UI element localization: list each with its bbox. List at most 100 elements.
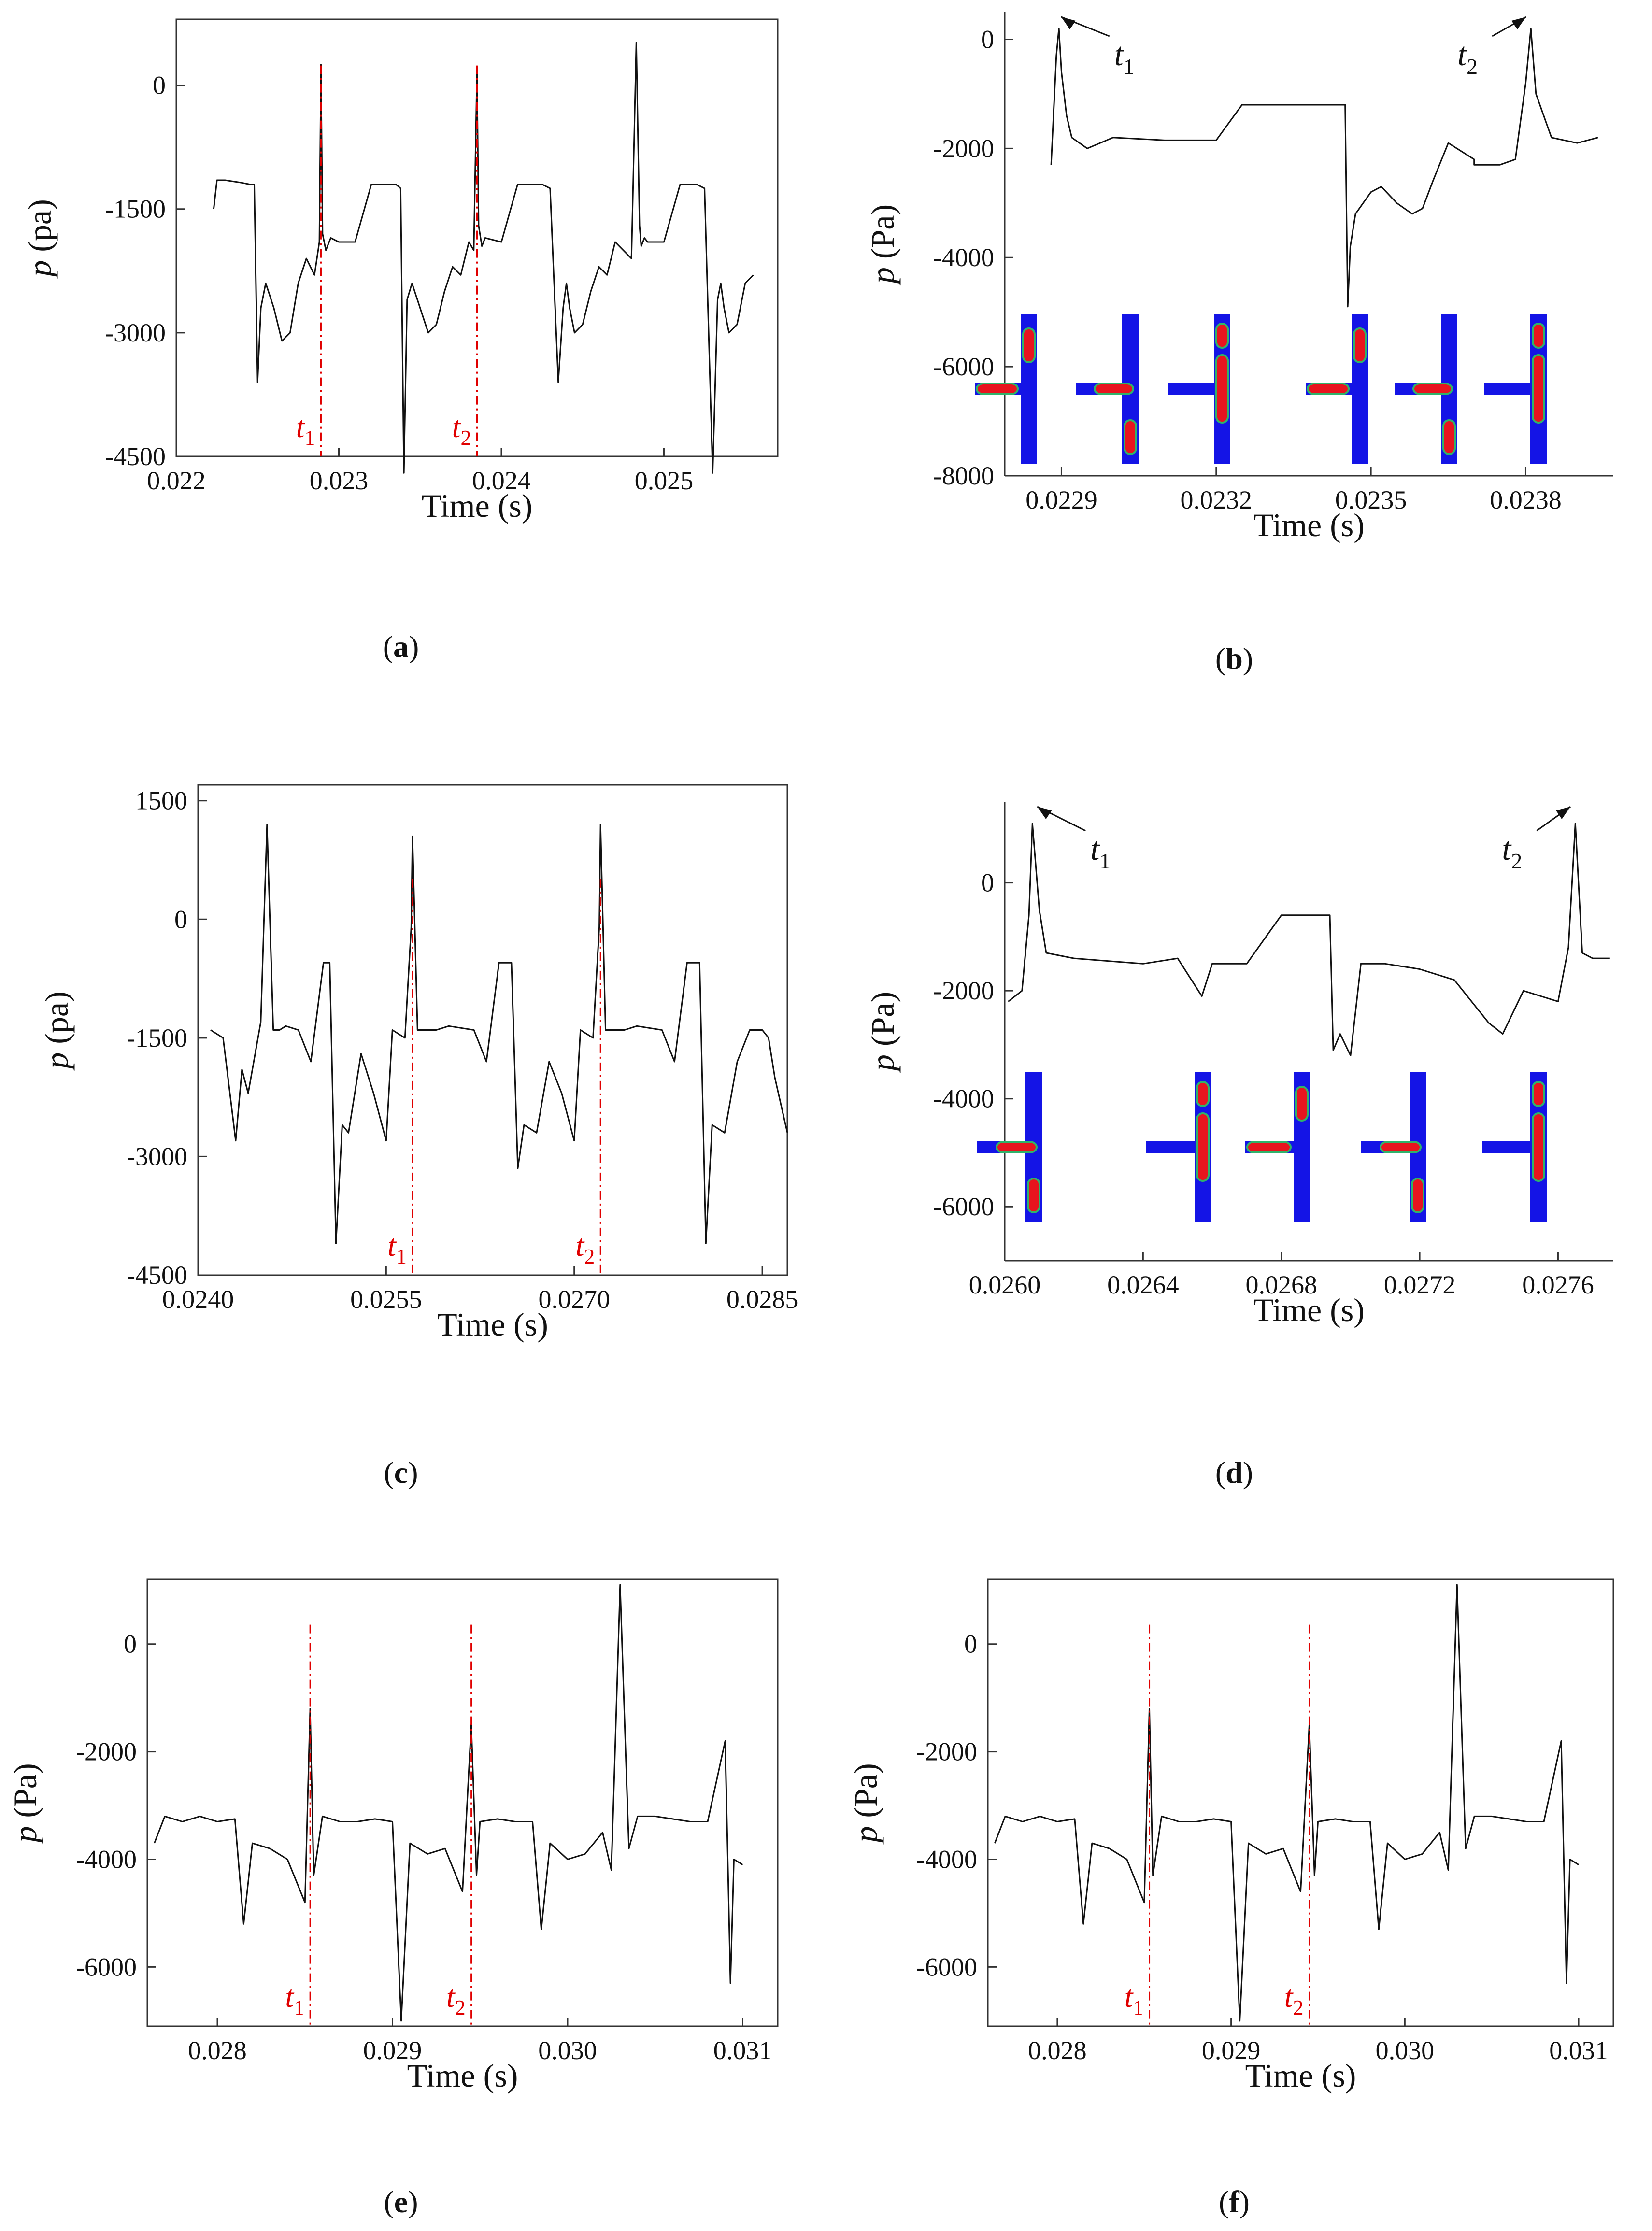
droplet-snapshot xyxy=(1306,314,1368,464)
x-axis-label: Time (s) xyxy=(422,487,533,524)
droplet xyxy=(1027,1178,1040,1213)
x-tick-label: 0.0276 xyxy=(1522,1270,1594,1299)
y-axis-label: p (Pa) xyxy=(864,992,901,1073)
y-tick-label: 0 xyxy=(174,905,187,934)
droplet-snapshot xyxy=(975,314,1037,464)
y-tick-label: -1500 xyxy=(127,1023,187,1052)
x-tick-label: 0.0255 xyxy=(350,1285,422,1314)
panel-caption-e: (e) xyxy=(384,2185,418,2219)
droplet xyxy=(996,1141,1038,1153)
y-tick-label: -4500 xyxy=(105,442,166,471)
x-tick-label: 0.028 xyxy=(188,2036,247,2065)
channel-arm xyxy=(1168,383,1214,395)
panel-caption-b: (b) xyxy=(1215,641,1253,676)
marker-label-t2: t2 xyxy=(446,1979,466,2019)
y-axis-unit: (Pa) xyxy=(847,1763,884,1826)
y-tick-label: -6000 xyxy=(76,1952,137,1981)
y-tick-label: -2000 xyxy=(933,134,994,163)
y-axis-label: p (Pa) xyxy=(7,1763,43,1844)
x-tick-label: 0.028 xyxy=(1028,2036,1087,2065)
y-axis-label: p (pa) xyxy=(21,199,58,278)
x-axis-label: Time (s) xyxy=(407,2057,518,2094)
droplet xyxy=(1295,1086,1309,1122)
droplet xyxy=(1442,419,1456,455)
x-axis-label: Time (s) xyxy=(1253,1292,1365,1328)
x-tick-label: 0.024 xyxy=(472,466,531,495)
droplet xyxy=(1215,354,1229,424)
y-tick-label: -4500 xyxy=(127,1261,187,1290)
y-axis-var: p xyxy=(864,267,901,285)
marker-label-t1: t1 xyxy=(1114,36,1135,79)
marker-label-t1: t1 xyxy=(285,1979,304,2019)
droplet xyxy=(1532,1112,1545,1182)
droplet xyxy=(1215,323,1229,349)
marker-label-t2: t2 xyxy=(1284,1979,1304,2019)
series-line xyxy=(213,42,754,474)
droplet xyxy=(1532,354,1545,424)
y-tick-label: -1500 xyxy=(105,195,166,224)
y-tick-label: -8000 xyxy=(933,461,994,490)
y-axis-unit: (pa) xyxy=(38,991,75,1052)
y-tick-label: -2000 xyxy=(76,1737,137,1766)
marker-label-t2: t2 xyxy=(1502,830,1522,873)
y-axis-unit: (Pa) xyxy=(7,1763,43,1826)
marker-arrowhead xyxy=(1556,807,1571,819)
x-axis-label: Time (s) xyxy=(1253,507,1365,543)
series-line xyxy=(1050,28,1598,308)
y-axis-var: p xyxy=(38,1052,75,1071)
y-tick-label: -3000 xyxy=(105,318,166,347)
y-tick-label: 0 xyxy=(981,25,994,54)
droplet xyxy=(976,383,1019,395)
droplet xyxy=(1022,327,1036,363)
y-tick-label: -6000 xyxy=(916,1952,977,1981)
channel-arm xyxy=(1484,383,1530,395)
x-tick-label: 0.0229 xyxy=(1025,485,1097,514)
y-axis-unit: (Pa) xyxy=(864,204,901,267)
marker-label-t1: t1 xyxy=(296,410,315,450)
marker-label-t2: t2 xyxy=(452,410,471,450)
x-tick-label: 0.0240 xyxy=(162,1285,234,1314)
x-tick-label: 0.023 xyxy=(310,466,369,495)
x-tick-label: 0.0264 xyxy=(1107,1270,1179,1299)
y-tick-label: 0 xyxy=(964,1630,977,1659)
x-tick-label: 0.030 xyxy=(1376,2036,1435,2065)
panel-caption-f: (f) xyxy=(1219,2185,1250,2219)
y-axis-label: p (Pa) xyxy=(864,204,901,285)
channel-arm xyxy=(1146,1141,1195,1153)
droplet xyxy=(1196,1112,1210,1182)
droplet xyxy=(1124,419,1137,455)
y-tick-label: -4000 xyxy=(933,1084,994,1113)
droplet xyxy=(1532,1081,1545,1107)
panel-caption-c: (c) xyxy=(384,1455,418,1490)
panel-f: 0 -2000 -4000 -6000 0.028 0.029 0.030 0.031 Time… xyxy=(847,1578,1614,2094)
caption-letter: e xyxy=(394,2185,408,2219)
y-tick-label: -6000 xyxy=(933,352,994,381)
y-tick-label: 0 xyxy=(124,1630,137,1659)
y-tick-label: -4000 xyxy=(76,1845,137,1874)
y-tick-label: 1500 xyxy=(135,786,187,815)
x-axis-label: Time (s) xyxy=(1245,2057,1356,2094)
y-axis-label: p (pa) xyxy=(38,991,75,1070)
x-tick-label: 0.031 xyxy=(1549,2036,1608,2065)
y-axis-var: p xyxy=(21,260,58,279)
x-tick-label: 0.031 xyxy=(713,2036,772,2065)
droplet-snapshot xyxy=(1395,314,1457,464)
droplet-snapshot xyxy=(1168,314,1230,464)
x-tick-label: 0.0268 xyxy=(1245,1270,1317,1299)
plot-frame xyxy=(197,784,788,1276)
droplet xyxy=(1307,383,1350,395)
y-tick-label: -2000 xyxy=(933,976,994,1005)
y-axis-label: p (Pa) xyxy=(847,1763,884,1844)
marker-label-t1: t1 xyxy=(387,1228,407,1268)
y-tick-label: -2000 xyxy=(916,1737,977,1766)
marker-arrowhead xyxy=(1511,17,1526,29)
x-tick-label: 0.030 xyxy=(538,2036,597,2065)
x-tick-label: 0.0272 xyxy=(1384,1270,1456,1299)
droplet xyxy=(1411,1178,1424,1213)
y-tick-label: 0 xyxy=(153,71,166,100)
y-axis-unit: (pa) xyxy=(21,199,58,260)
series-line xyxy=(994,1584,1579,2022)
panel-caption-a: (a) xyxy=(383,629,419,664)
droplet-snapshot xyxy=(1076,314,1139,464)
